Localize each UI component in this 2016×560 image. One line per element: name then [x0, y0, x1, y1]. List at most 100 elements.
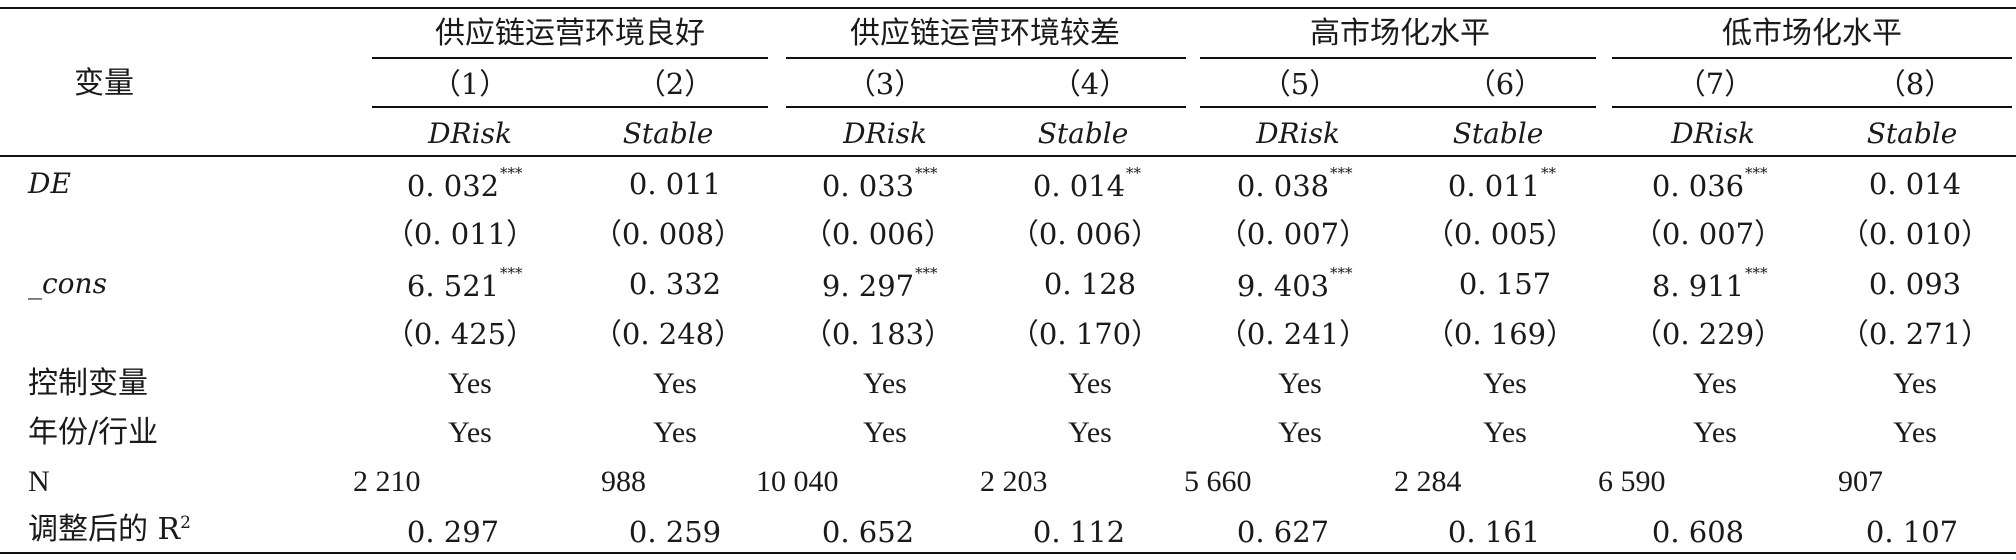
n-3: 10 040 — [756, 465, 839, 498]
row-label-adj-r2: 调整后的 R2 — [28, 512, 191, 548]
cons-coef-4: 0. 128 — [1043, 267, 1137, 301]
group-header-4: 低市场化水平 — [1722, 16, 1902, 51]
de-coef-2: 0. 011 — [628, 167, 722, 201]
group-rule-4 — [1612, 57, 2012, 59]
colnum-rule-4 — [1612, 106, 2012, 108]
cons-coef-5: 9. 403 — [1236, 269, 1330, 303]
controls-5: Yes — [1278, 367, 1322, 400]
col-num-6: （6） — [1466, 67, 1544, 101]
year-ind-8: Yes — [1893, 416, 1937, 449]
cons-sig-3: *** — [915, 264, 938, 282]
r2-3: 0. 652 — [821, 515, 915, 549]
cons-se-6: （0. 169） — [1424, 317, 1576, 351]
cons-se-5: （0. 241） — [1217, 317, 1369, 351]
de-se-7: （0. 007） — [1632, 217, 1784, 251]
group-header-2: 供应链运营环境较差 — [850, 16, 1120, 51]
row-label-controls: 控制变量 — [28, 366, 148, 401]
col-num-2: （2） — [636, 67, 714, 101]
dep-var-6: Stable — [1452, 117, 1544, 150]
controls-1: Yes — [448, 367, 492, 400]
de-se-1: （0. 011） — [384, 217, 536, 251]
colnum-rule-2 — [786, 106, 1186, 108]
dep-var-8: Stable — [1866, 117, 1958, 150]
de-sig-5: *** — [1330, 164, 1353, 182]
de-coef-5: 0. 038 — [1236, 169, 1330, 203]
controls-3: Yes — [863, 367, 907, 400]
cons-se-4: （0. 170） — [1009, 317, 1161, 351]
year-ind-6: Yes — [1483, 416, 1527, 449]
r2-2: 0. 259 — [628, 515, 722, 549]
controls-4: Yes — [1068, 367, 1112, 400]
year-ind-3: Yes — [863, 416, 907, 449]
de-coef-4: 0. 014 — [1032, 169, 1126, 203]
dep-var-4: Stable — [1037, 117, 1129, 150]
group-header-1: 供应链运营环境良好 — [435, 16, 705, 51]
cons-sig-1: *** — [500, 264, 523, 282]
n-1: 2 210 — [353, 465, 421, 498]
n-4: 2 203 — [980, 465, 1048, 498]
cons-se-7: （0. 229） — [1632, 317, 1784, 351]
bottom-rule — [0, 552, 2016, 554]
n-7: 6 590 — [1598, 465, 1666, 498]
r2-6: 0. 161 — [1447, 515, 1541, 549]
adj-r2-label-sup: 2 — [180, 513, 191, 533]
cons-coef-8: 0. 093 — [1868, 267, 1962, 301]
group-rule-3 — [1200, 57, 1596, 59]
de-coef-7: 0. 036 — [1651, 169, 1745, 203]
col-num-1: （1） — [431, 67, 509, 101]
de-coef-3: 0. 033 — [821, 169, 915, 203]
dep-var-5: DRisk — [1256, 117, 1340, 150]
de-se-2: （0. 008） — [592, 217, 744, 251]
de-se-5: （0. 007） — [1217, 217, 1369, 251]
controls-7: Yes — [1693, 367, 1737, 400]
col-num-4: （4） — [1051, 67, 1129, 101]
r2-5: 0. 627 — [1236, 515, 1330, 549]
col-num-7: （7） — [1676, 67, 1754, 101]
year-ind-5: Yes — [1278, 416, 1322, 449]
n-6: 2 284 — [1394, 465, 1462, 498]
group-header-3: 高市场化水平 — [1310, 16, 1490, 51]
de-sig-4: ** — [1126, 164, 1141, 182]
cons-sig-7: *** — [1745, 264, 1768, 282]
de-sig-6: ** — [1541, 164, 1556, 182]
cons-se-8: （0. 271） — [1839, 317, 1991, 351]
r2-8: 0. 107 — [1865, 515, 1959, 549]
de-sig-7: *** — [1745, 164, 1768, 182]
de-se-8: （0. 010） — [1839, 217, 1991, 251]
de-se-6: （0. 005） — [1424, 217, 1576, 251]
year-ind-4: Yes — [1068, 416, 1112, 449]
controls-8: Yes — [1893, 367, 1937, 400]
n-8: 907 — [1838, 465, 1883, 498]
row-label-year-industry: 年份/行业 — [28, 415, 159, 450]
de-coef-1: 0. 032 — [406, 169, 500, 203]
n-2: 988 — [601, 465, 646, 498]
r2-1: 0. 297 — [406, 515, 500, 549]
cons-sig-5: *** — [1330, 264, 1353, 282]
cons-coef-1: 6. 521 — [406, 269, 500, 303]
controls-6: Yes — [1483, 367, 1527, 400]
year-ind-2: Yes — [653, 416, 697, 449]
n-5: 5 660 — [1184, 465, 1252, 498]
col-num-3: （3） — [846, 67, 924, 101]
de-se-3: （0. 006） — [802, 217, 954, 251]
cons-coef-3: 9. 297 — [821, 269, 915, 303]
r2-4: 0. 112 — [1032, 515, 1126, 549]
col-num-8: （8） — [1876, 67, 1954, 101]
cons-se-1: （0. 425） — [384, 317, 536, 351]
group-rule-2 — [786, 57, 1186, 59]
de-se-4: （0. 006） — [1009, 217, 1161, 251]
cons-se-3: （0. 183） — [802, 317, 954, 351]
dep-var-3: DRisk — [843, 117, 927, 150]
cons-coef-6: 0. 157 — [1458, 267, 1552, 301]
adj-r2-label-text: 调整后的 R — [28, 512, 181, 547]
cons-coef-7: 8. 911 — [1651, 269, 1745, 303]
dep-var-2: Stable — [622, 117, 714, 150]
variable-header: 变量 — [74, 66, 134, 101]
de-coef-8: 0. 014 — [1868, 167, 1962, 201]
cons-coef-2: 0. 332 — [628, 267, 722, 301]
r2-7: 0. 608 — [1651, 515, 1745, 549]
year-ind-1: Yes — [448, 416, 492, 449]
dep-var-1: DRisk — [428, 117, 512, 150]
colnum-rule-3 — [1200, 106, 1596, 108]
